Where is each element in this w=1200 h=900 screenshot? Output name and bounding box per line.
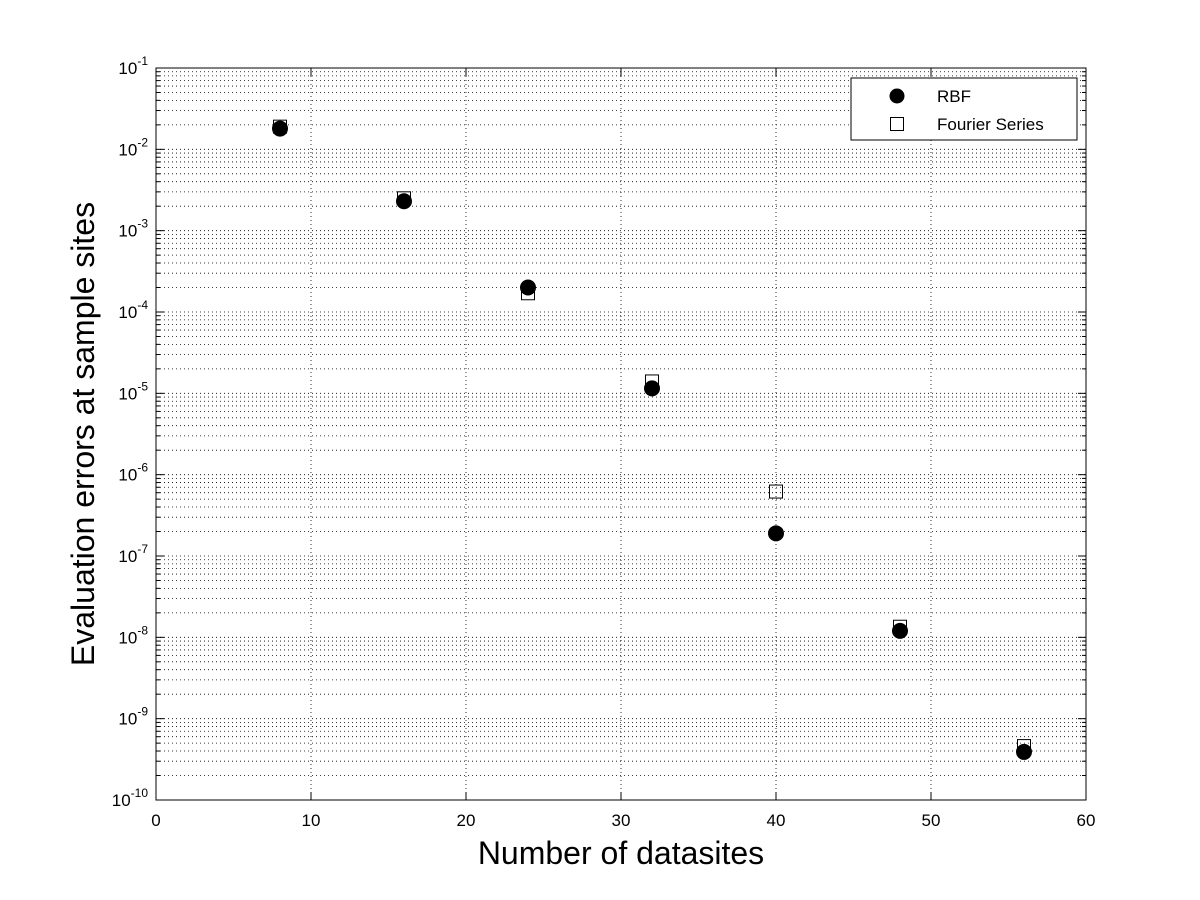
y-axis-tick-labels: 10-10 10-9 10-8 10-7 10-6 10-5 10-4 10-3 10-2 10-… [112,54,149,810]
fourier-series-point [1017,739,1031,754]
legend-label: RBF [937,87,971,106]
y-tick-label: 10-5 [118,379,148,403]
fourier-series-point [397,191,411,206]
rbf-point [396,193,412,210]
y-tick-label: 10-3 [118,217,148,241]
x-tick-label: 0 [151,811,160,830]
x-tick-label: 60 [1077,811,1096,830]
legend-rbf-marker [889,88,905,104]
legend-label: Fourier Series [937,115,1044,134]
y-tick-label: 10-2 [118,135,148,159]
y-tick-label: 10-10 [112,786,149,810]
axis-ticks [155,67,1087,801]
y-tick-label: 10-7 [118,542,148,566]
x-tick-label: 10 [302,811,321,830]
x-axis-tick-labels: 0 10 20 30 40 50 60 [151,811,1095,830]
fourier-series-point [645,374,659,389]
y-tick-label: 10-9 [118,705,148,729]
y-axis-title: Evaluation errors at sample sites [65,202,101,666]
legend-fourier-series-marker [890,117,904,131]
rbf-point [272,120,288,137]
y-tick-label: 10-4 [118,298,148,322]
fourier-series-point [273,119,287,134]
rbf-point [1016,743,1032,760]
fourier-series-point [769,484,783,499]
data-markers [272,119,1032,760]
rbf-point [520,279,536,296]
x-tick-label: 50 [922,811,941,830]
x-axis-title: Number of datasites [478,835,764,871]
plot-area-frame [155,67,1087,801]
rbf-point [768,525,784,542]
x-tick-label: 40 [767,811,786,830]
x-tick-label: 30 [612,811,631,830]
fourier-series-point [893,619,907,634]
legend: RBF Fourier Series [850,77,1078,141]
y-tick-label: 10-8 [118,623,148,647]
y-tick-label: 10-1 [118,54,148,78]
grid-lines [156,68,1086,800]
fourier-series-point [521,286,535,301]
y-tick-label: 10-6 [118,461,148,485]
x-tick-label: 20 [457,811,476,830]
legend-box [850,77,1078,141]
rbf-point [892,622,908,639]
